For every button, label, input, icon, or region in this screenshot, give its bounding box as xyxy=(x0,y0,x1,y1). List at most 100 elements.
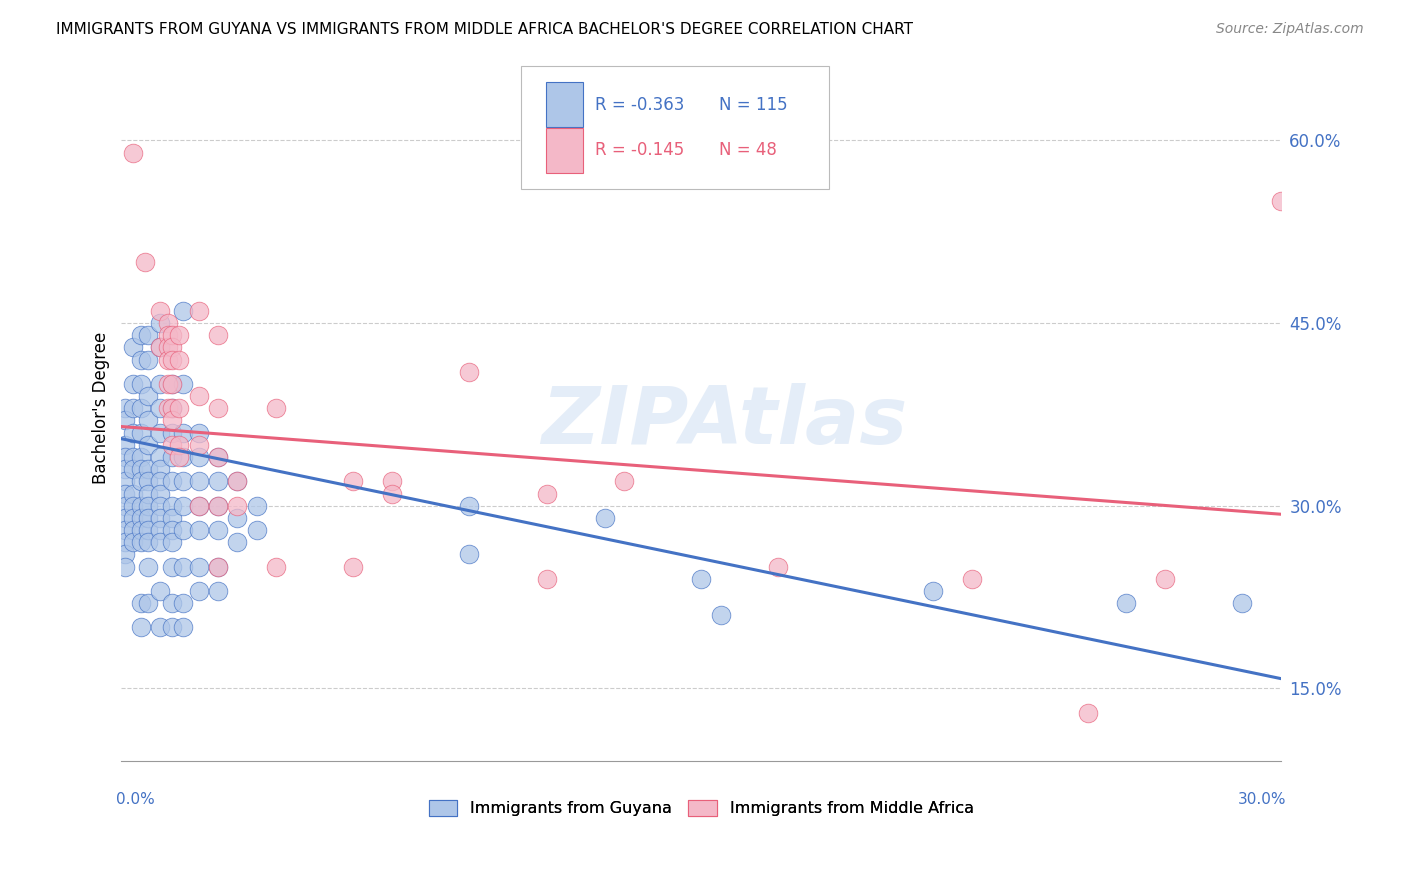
Point xyxy=(114,535,136,549)
Point xyxy=(138,413,160,427)
Point xyxy=(160,328,183,343)
Point xyxy=(169,401,191,416)
FancyBboxPatch shape xyxy=(546,128,583,173)
Point xyxy=(536,486,558,500)
Point xyxy=(960,572,983,586)
Point xyxy=(138,475,160,489)
Point xyxy=(342,559,364,574)
Point xyxy=(114,486,136,500)
Point xyxy=(114,559,136,574)
Point xyxy=(138,438,160,452)
Point xyxy=(226,475,249,489)
Point xyxy=(1115,596,1137,610)
Point xyxy=(122,425,145,440)
Point xyxy=(129,462,152,476)
Point xyxy=(172,475,194,489)
Point xyxy=(138,328,160,343)
Point xyxy=(246,523,269,537)
Point xyxy=(160,511,183,525)
Point xyxy=(149,511,172,525)
Point xyxy=(156,352,179,367)
Point xyxy=(149,499,172,513)
Text: 30.0%: 30.0% xyxy=(1239,792,1286,806)
Point xyxy=(922,583,945,598)
Point xyxy=(149,450,172,464)
Point xyxy=(114,413,136,427)
Point xyxy=(138,523,160,537)
Point xyxy=(172,596,194,610)
Point xyxy=(207,523,229,537)
Point xyxy=(1232,596,1254,610)
Point xyxy=(156,328,179,343)
Point xyxy=(122,499,145,513)
Point xyxy=(172,499,194,513)
Point xyxy=(160,559,183,574)
FancyBboxPatch shape xyxy=(546,82,583,128)
Text: ZIPAtlas: ZIPAtlas xyxy=(541,384,907,461)
Point xyxy=(1077,706,1099,720)
Point xyxy=(187,304,209,318)
Point xyxy=(160,475,183,489)
Text: 0.0%: 0.0% xyxy=(115,792,155,806)
Point xyxy=(149,523,172,537)
Point xyxy=(114,462,136,476)
Point xyxy=(149,462,172,476)
Point xyxy=(129,535,152,549)
Point xyxy=(1270,194,1292,209)
Point xyxy=(114,450,136,464)
Point xyxy=(172,523,194,537)
Point xyxy=(207,450,229,464)
Point xyxy=(160,401,183,416)
Legend: Immigrants from Guyana, Immigrants from Middle Africa: Immigrants from Guyana, Immigrants from … xyxy=(420,791,981,824)
Point xyxy=(149,535,172,549)
Point xyxy=(149,340,172,354)
Point xyxy=(138,559,160,574)
Point xyxy=(187,425,209,440)
Y-axis label: Bachelor's Degree: Bachelor's Degree xyxy=(93,332,110,484)
Point xyxy=(114,438,136,452)
Point xyxy=(114,523,136,537)
Point xyxy=(138,535,160,549)
Point xyxy=(536,572,558,586)
Text: IMMIGRANTS FROM GUYANA VS IMMIGRANTS FROM MIDDLE AFRICA BACHELOR'S DEGREE CORREL: IMMIGRANTS FROM GUYANA VS IMMIGRANTS FRO… xyxy=(56,22,914,37)
Point xyxy=(160,352,183,367)
Point xyxy=(160,620,183,634)
Point xyxy=(187,523,209,537)
Point xyxy=(172,376,194,391)
Point xyxy=(187,450,209,464)
Point xyxy=(169,450,191,464)
Point xyxy=(187,438,209,452)
Point xyxy=(207,450,229,464)
Point xyxy=(381,475,404,489)
Point xyxy=(122,462,145,476)
Point xyxy=(149,401,172,416)
Point xyxy=(122,486,145,500)
Point xyxy=(207,559,229,574)
Point xyxy=(169,438,191,452)
Point xyxy=(114,499,136,513)
Point xyxy=(114,511,136,525)
Point xyxy=(160,438,183,452)
Point xyxy=(138,352,160,367)
Point xyxy=(342,475,364,489)
Point xyxy=(149,583,172,598)
Point xyxy=(114,401,136,416)
Point xyxy=(129,450,152,464)
Point xyxy=(156,401,179,416)
Point xyxy=(169,352,191,367)
Point xyxy=(156,340,179,354)
Point xyxy=(226,499,249,513)
Point xyxy=(207,499,229,513)
Point xyxy=(138,486,160,500)
Point xyxy=(129,352,152,367)
Point xyxy=(156,316,179,330)
Point xyxy=(138,511,160,525)
Point xyxy=(138,389,160,403)
Point xyxy=(172,620,194,634)
Point xyxy=(207,328,229,343)
Point xyxy=(226,535,249,549)
Point xyxy=(613,475,636,489)
Point xyxy=(114,475,136,489)
Point xyxy=(114,548,136,562)
Point xyxy=(149,340,172,354)
